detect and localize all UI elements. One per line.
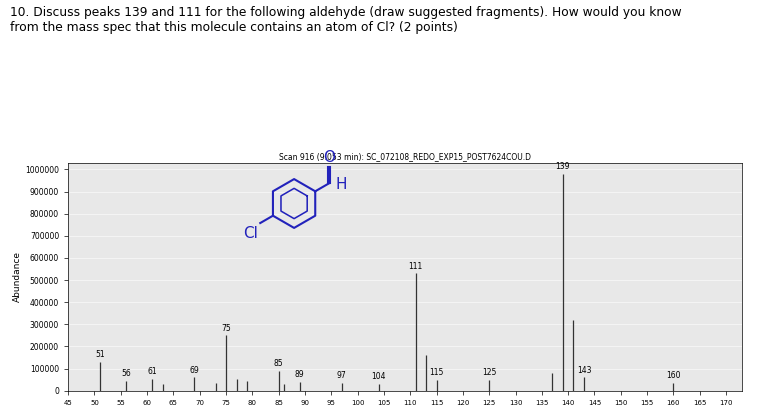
Text: 75: 75 bbox=[221, 324, 231, 333]
Text: 111: 111 bbox=[408, 262, 422, 271]
Text: 56: 56 bbox=[121, 369, 131, 378]
Text: H: H bbox=[335, 177, 347, 192]
Text: 69: 69 bbox=[189, 366, 199, 375]
Text: 160: 160 bbox=[666, 371, 681, 380]
Text: Cl: Cl bbox=[243, 226, 258, 241]
Text: 104: 104 bbox=[372, 372, 386, 381]
Title: Scan 916 (9.053 min): SC_072108_REDO_EXP15_POST7624COU.D: Scan 916 (9.053 min): SC_072108_REDO_EXP… bbox=[279, 152, 531, 161]
Text: 51: 51 bbox=[95, 350, 104, 359]
Text: 61: 61 bbox=[148, 367, 157, 376]
Text: 143: 143 bbox=[577, 366, 591, 375]
Text: 97: 97 bbox=[337, 371, 347, 380]
Text: 139: 139 bbox=[556, 162, 570, 171]
Text: 89: 89 bbox=[295, 370, 304, 379]
Text: 125: 125 bbox=[482, 368, 497, 377]
Y-axis label: Abundance: Abundance bbox=[14, 251, 22, 302]
Text: O: O bbox=[323, 150, 335, 165]
Text: 10. Discuss peaks 139 and 111 for the following aldehyde (draw suggested fragmen: 10. Discuss peaks 139 and 111 for the fo… bbox=[10, 6, 681, 34]
Text: 85: 85 bbox=[274, 359, 283, 368]
Text: 115: 115 bbox=[429, 368, 444, 377]
